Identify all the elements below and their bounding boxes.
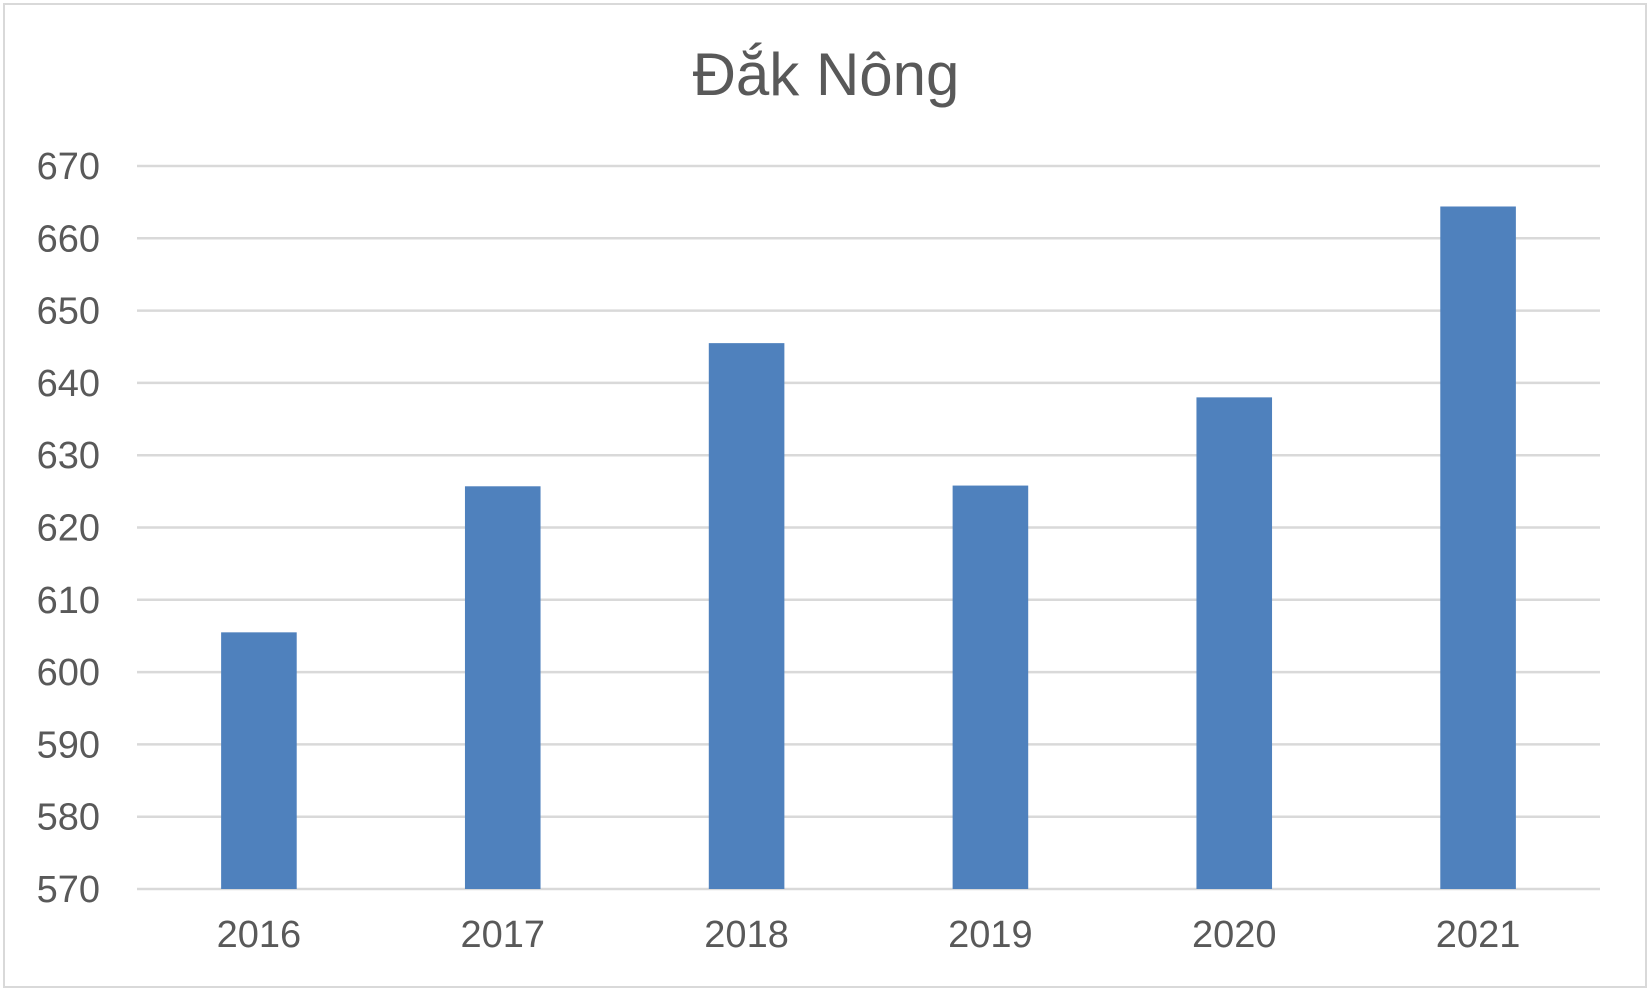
y-tick-label: 620 [37, 508, 100, 550]
y-tick-label: 660 [37, 218, 100, 260]
bar [708, 343, 785, 889]
y-tick-label: 590 [37, 724, 100, 766]
y-tick-label: 640 [37, 363, 100, 405]
x-tick-label: 2021 [1436, 914, 1521, 956]
bar [464, 486, 541, 889]
bar [952, 485, 1029, 889]
bar [1196, 397, 1273, 889]
chart-title: Đắk Nông [692, 41, 960, 108]
bar [1440, 206, 1516, 889]
y-tick-label: 630 [37, 435, 100, 477]
bar [221, 632, 297, 889]
x-tick-label: 2018 [704, 914, 789, 956]
y-tick-label: 670 [37, 146, 100, 188]
y-tick-label: 580 [37, 797, 100, 839]
x-tick-label: 2020 [1192, 914, 1277, 956]
x-tick-label: 2019 [948, 914, 1033, 956]
y-tick-label: 610 [37, 580, 100, 622]
x-tick-label: 2016 [217, 914, 302, 956]
y-tick-label: 600 [37, 652, 100, 694]
y-tick-label: 650 [37, 291, 100, 333]
y-tick-label: 570 [37, 869, 100, 911]
x-tick-label: 2017 [460, 914, 545, 956]
